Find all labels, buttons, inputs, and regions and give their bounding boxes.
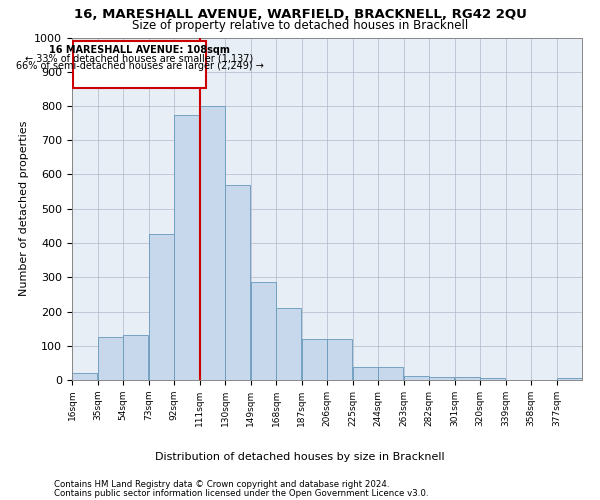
- Bar: [557, 378, 582, 380]
- Text: 16 MARESHALL AVENUE: 108sqm: 16 MARESHALL AVENUE: 108sqm: [49, 45, 230, 55]
- Bar: [225, 185, 250, 380]
- Bar: [429, 378, 454, 380]
- Text: ← 33% of detached houses are smaller (1,137): ← 33% of detached houses are smaller (1,…: [25, 54, 254, 64]
- Text: Size of property relative to detached houses in Bracknell: Size of property relative to detached ho…: [132, 19, 468, 32]
- Bar: [73, 41, 206, 88]
- Bar: [276, 308, 301, 380]
- Bar: [174, 114, 199, 380]
- Bar: [149, 234, 174, 380]
- Y-axis label: Number of detached properties: Number of detached properties: [19, 121, 29, 296]
- Bar: [404, 376, 429, 380]
- Text: 66% of semi-detached houses are larger (2,249) →: 66% of semi-detached houses are larger (…: [16, 62, 263, 72]
- Bar: [123, 336, 148, 380]
- Bar: [327, 339, 352, 380]
- Bar: [455, 378, 480, 380]
- Text: Contains HM Land Registry data © Crown copyright and database right 2024.: Contains HM Land Registry data © Crown c…: [54, 480, 389, 489]
- Bar: [480, 378, 505, 380]
- Bar: [378, 367, 403, 380]
- Bar: [251, 282, 276, 380]
- Bar: [200, 106, 225, 380]
- Text: 16, MARESHALL AVENUE, WARFIELD, BRACKNELL, RG42 2QU: 16, MARESHALL AVENUE, WARFIELD, BRACKNEL…: [74, 8, 526, 20]
- Bar: [353, 367, 378, 380]
- Bar: [72, 373, 97, 380]
- Bar: [98, 337, 123, 380]
- Text: Distribution of detached houses by size in Bracknell: Distribution of detached houses by size …: [155, 452, 445, 462]
- Text: Contains public sector information licensed under the Open Government Licence v3: Contains public sector information licen…: [54, 489, 428, 498]
- Bar: [302, 339, 327, 380]
